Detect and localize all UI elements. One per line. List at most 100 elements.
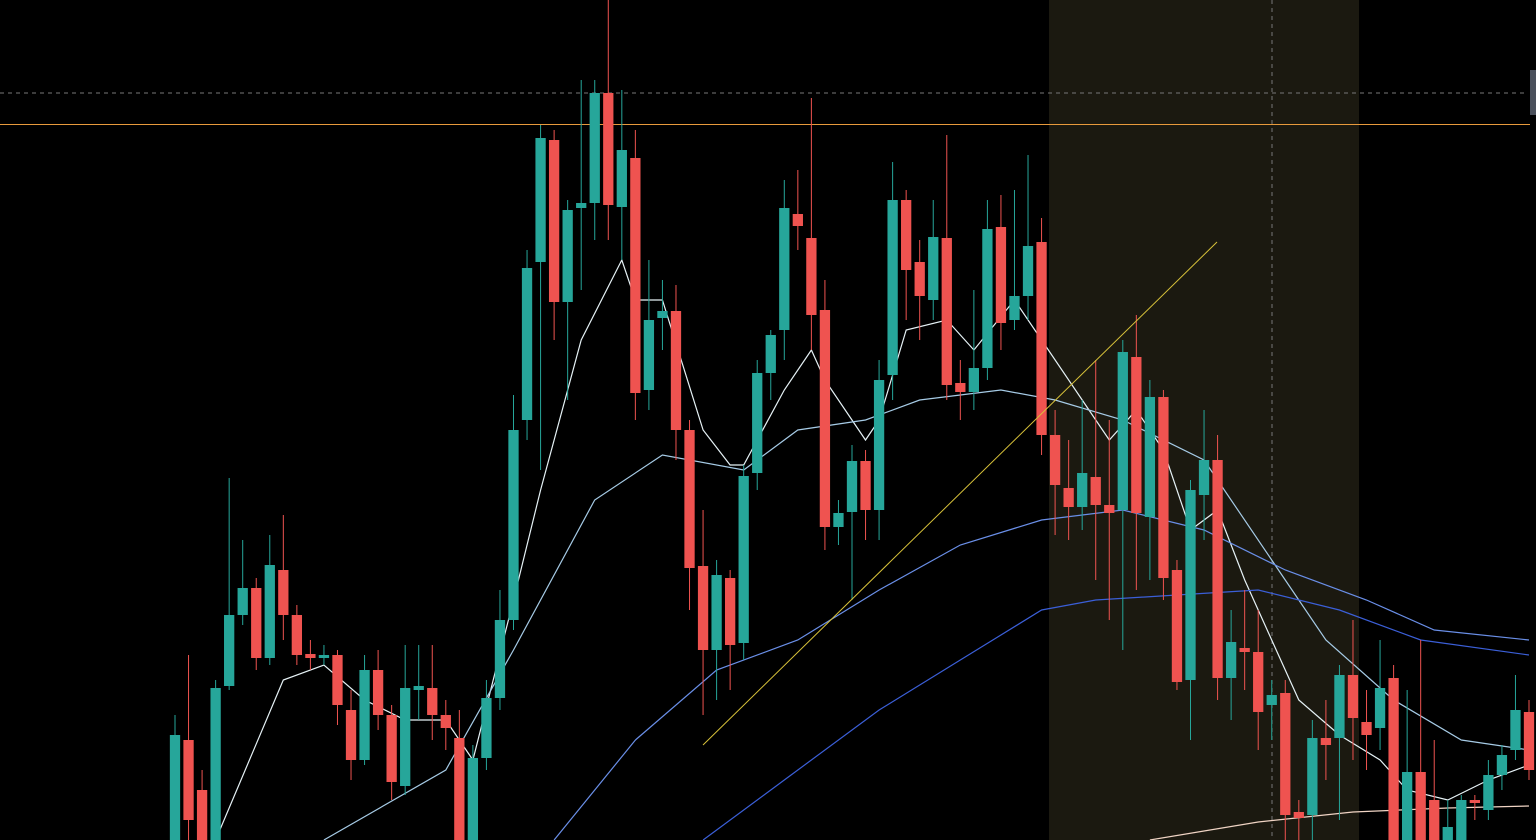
candle-body <box>196 790 208 840</box>
candle-body <box>1144 397 1156 517</box>
candle-body <box>1171 570 1183 682</box>
candle-body <box>278 570 289 615</box>
candle-body <box>955 383 966 392</box>
candle-body <box>1239 648 1250 652</box>
candle-body <box>169 735 181 840</box>
candle-body <box>1483 775 1494 810</box>
candle-body <box>1280 693 1291 815</box>
candle-body <box>1388 678 1399 840</box>
candle-body <box>1266 695 1277 705</box>
candle-body <box>711 575 722 650</box>
candle-body <box>901 200 912 270</box>
candle-body <box>684 430 695 568</box>
candle-body <box>1036 242 1047 435</box>
candle-body <box>332 655 343 705</box>
candle-body <box>1077 473 1088 507</box>
candle-body <box>819 310 831 527</box>
candle-body <box>264 565 275 658</box>
candle-body <box>1334 675 1345 738</box>
candle-body <box>1401 772 1413 840</box>
candle-body <box>968 368 980 392</box>
candle-body <box>386 715 397 782</box>
candle-body <box>467 758 479 840</box>
candle-body <box>630 158 641 393</box>
candle-body <box>224 615 235 686</box>
candle-body <box>846 461 858 512</box>
candles <box>169 0 1535 840</box>
candle-body <box>928 237 939 300</box>
ma-line <box>702 589 1530 840</box>
candle-body <box>779 208 790 330</box>
candle-body <box>1185 490 1196 680</box>
candle-body <box>833 513 844 527</box>
candle-body <box>359 670 370 760</box>
candle-body <box>494 620 506 698</box>
candle-body <box>183 740 194 820</box>
candle-body <box>603 93 614 205</box>
candle-body <box>345 710 357 760</box>
candle-body <box>454 738 465 840</box>
candle-body <box>440 715 451 728</box>
candle-body <box>1009 296 1020 320</box>
candle-body <box>576 203 587 208</box>
candle-body <box>237 588 248 615</box>
candle-body <box>210 688 221 840</box>
candle-body <box>887 200 898 375</box>
candle-body <box>521 268 533 420</box>
candle-body <box>1307 738 1318 815</box>
candle-body <box>318 655 330 658</box>
candle-body <box>548 140 560 302</box>
scroll-handle[interactable] <box>1530 70 1536 115</box>
candle-body <box>1253 652 1264 712</box>
trend-line <box>702 241 1218 746</box>
candle-body <box>941 238 952 385</box>
candle-body <box>1212 460 1223 678</box>
candle-body <box>251 588 262 658</box>
candle-body <box>1225 642 1237 678</box>
candle-body <box>1131 357 1142 513</box>
candle-body <box>657 311 668 318</box>
candle-body <box>1293 812 1304 818</box>
candle-body <box>724 578 736 645</box>
candle-body <box>305 654 316 658</box>
candle-body <box>1523 712 1535 770</box>
candle-body <box>1063 488 1074 507</box>
candle-body <box>1022 246 1034 296</box>
candle-body <box>995 227 1007 323</box>
candle-body <box>738 476 749 643</box>
candle-body <box>806 238 817 315</box>
candle-body <box>860 461 871 510</box>
candle-body <box>508 430 519 620</box>
candle-body <box>697 566 709 650</box>
candle-body <box>752 373 763 473</box>
candle-body <box>792 214 803 226</box>
candle-body <box>535 138 546 262</box>
candle-body <box>589 93 600 203</box>
candle-body <box>1374 688 1386 728</box>
candle-body <box>413 686 424 690</box>
candle-body <box>643 320 655 390</box>
candle-body <box>914 262 925 296</box>
candle-body <box>1049 435 1061 485</box>
candle-body <box>1469 800 1480 803</box>
candle-body <box>400 688 411 786</box>
candle-body <box>1456 800 1467 840</box>
candle-body <box>291 615 303 655</box>
candle-body <box>982 229 993 368</box>
candle-body <box>670 311 682 430</box>
candle-body <box>562 210 573 302</box>
candle-body <box>616 150 627 207</box>
candle-body <box>481 698 492 758</box>
candle-body <box>1158 397 1169 578</box>
candle-body <box>1429 800 1440 840</box>
candle-body <box>1442 827 1453 840</box>
candle-body <box>1104 505 1115 513</box>
candle-body <box>1415 772 1426 840</box>
candle-body <box>427 688 438 715</box>
candle-body <box>1496 755 1508 775</box>
candle-body <box>1117 352 1128 510</box>
candle-body <box>1090 477 1101 505</box>
candle-body <box>1198 460 1210 495</box>
